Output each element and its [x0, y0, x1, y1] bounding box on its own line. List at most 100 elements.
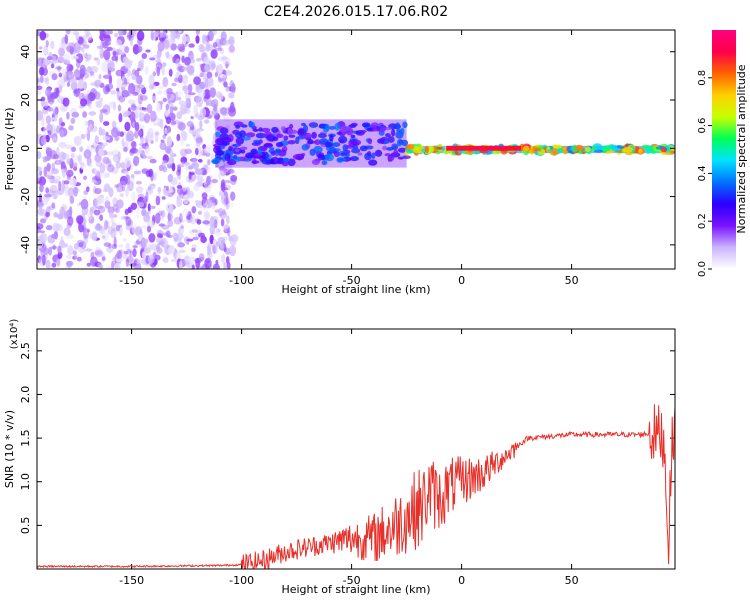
noise-blob: [37, 208, 44, 216]
noise-blob: [167, 219, 174, 228]
noise-blob: [39, 218, 47, 224]
spectrogram-y-tick-label: 40: [19, 45, 32, 59]
noise-blob: [209, 224, 215, 235]
band-blob: [258, 127, 263, 132]
band-blob: [215, 131, 221, 138]
noise-blob: [178, 65, 185, 73]
noise-blob: [157, 186, 162, 194]
noise-blob: [188, 43, 195, 48]
band-blob: [406, 143, 415, 151]
noise-blob: [159, 118, 164, 129]
noise-blob: [136, 75, 143, 85]
noise-blob: [75, 31, 80, 42]
band-blob: [266, 134, 276, 142]
noise-blob: [125, 174, 131, 185]
noise-blob: [72, 55, 79, 60]
snr-x-tick-label: -150: [119, 574, 144, 587]
noise-blob: [197, 205, 203, 209]
noise-blob: [51, 73, 58, 81]
band-blob: [314, 139, 321, 146]
noise-blob: [230, 174, 238, 182]
noise-blob: [155, 195, 161, 206]
noise-blob: [153, 81, 160, 87]
noise-blob: [148, 254, 155, 264]
noise-blob: [68, 187, 74, 198]
noise-blob: [170, 177, 178, 186]
noise-blob: [136, 201, 141, 210]
band-blob: [301, 144, 309, 151]
noise-blob: [73, 186, 78, 197]
snr-y-tick-label: 2.0: [19, 386, 32, 404]
noise-blob: [45, 147, 53, 157]
noise-blob: [45, 225, 53, 231]
noise-blob: [187, 165, 194, 170]
noise-blob: [78, 154, 83, 165]
noise-blob: [150, 205, 156, 209]
noise-blob: [158, 85, 165, 90]
noise-blob: [117, 250, 123, 261]
band-blob: [670, 150, 675, 154]
band-blob: [251, 160, 260, 164]
noise-blob: [44, 100, 49, 109]
band-blob: [233, 154, 238, 160]
noise-blob: [79, 39, 87, 47]
noise-blob: [76, 215, 84, 225]
noise-blob: [218, 190, 224, 197]
band-blob: [336, 131, 342, 135]
noise-blob: [99, 111, 104, 123]
noise-blob: [185, 143, 191, 147]
noise-blob: [221, 254, 226, 264]
noise-blob: [162, 134, 166, 140]
noise-blob: [145, 191, 149, 203]
noise-blob: [117, 30, 124, 36]
noise-blob: [95, 160, 103, 168]
noise-blob: [182, 186, 187, 192]
noise-blob: [152, 71, 156, 77]
noise-blob: [57, 245, 62, 254]
noise-blob: [57, 56, 65, 64]
noise-blob: [195, 139, 201, 147]
noise-blob: [212, 42, 218, 48]
noise-blob: [38, 205, 43, 210]
noise-blob: [216, 228, 221, 233]
noise-blob: [116, 87, 120, 92]
noise-blob: [102, 164, 109, 169]
noise-blob: [65, 30, 71, 35]
noise-blob: [136, 186, 144, 194]
noise-blob: [178, 249, 186, 253]
noise-blob: [63, 210, 68, 220]
noise-blob: [176, 163, 185, 168]
noise-blob: [119, 180, 127, 188]
noise-blob: [108, 212, 114, 219]
noise-blob: [193, 76, 202, 85]
band-blob: [329, 134, 334, 142]
noise-blob: [95, 100, 103, 109]
noise-blob: [201, 108, 207, 118]
noise-blob: [58, 180, 62, 191]
noise-blob: [166, 91, 172, 99]
noise-blob: [60, 121, 66, 127]
noise-blob: [145, 145, 151, 155]
snr-scale-note: (x10⁴): [9, 319, 20, 350]
noise-blob: [102, 235, 106, 239]
noise-blob: [95, 205, 104, 209]
noise-blob: [203, 89, 211, 100]
noise-blob: [37, 151, 42, 159]
noise-blob: [76, 84, 84, 89]
noise-blob: [65, 255, 72, 259]
noise-blob: [66, 111, 70, 120]
snr-y-tick-label: 1.0: [19, 473, 32, 491]
band-blob: [239, 146, 248, 151]
band-blob: [350, 134, 356, 139]
noise-blob: [118, 44, 127, 55]
noise-blob: [55, 66, 63, 70]
noise-blob: [223, 224, 230, 233]
band-blob: [303, 124, 308, 133]
colorbar-tick-label: 0.2: [697, 213, 708, 229]
noise-blob: [196, 128, 204, 132]
noise-blob: [84, 234, 89, 244]
noise-blob: [113, 236, 117, 248]
noise-blob: [105, 151, 114, 156]
noise-blob: [200, 46, 206, 52]
band-blob: [332, 142, 341, 148]
